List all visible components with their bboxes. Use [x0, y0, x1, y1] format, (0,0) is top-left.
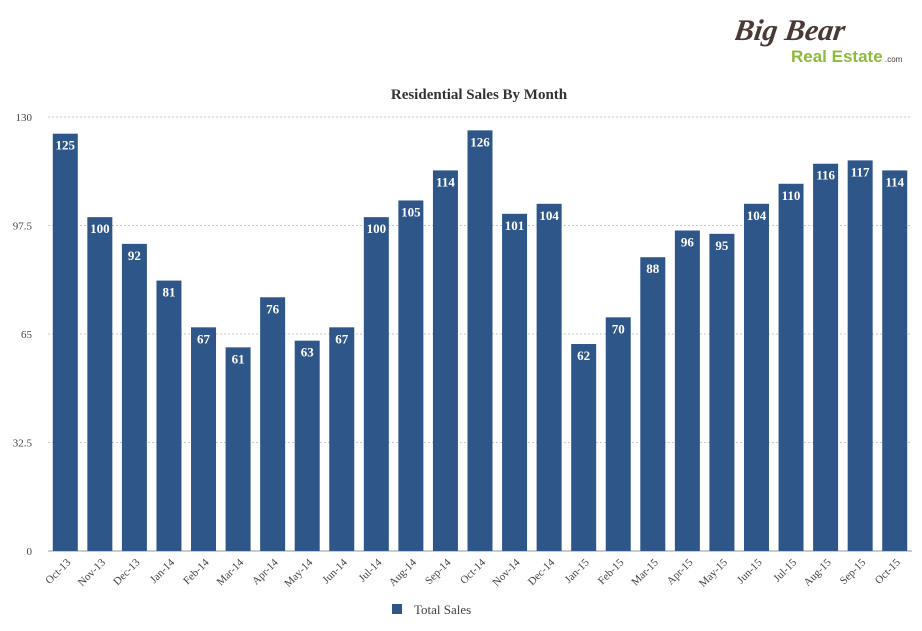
bar: [813, 163, 839, 551]
bar: [778, 183, 804, 551]
data-label: 67: [197, 331, 211, 346]
bar: [260, 297, 286, 551]
bar: [156, 280, 182, 551]
bar: [502, 213, 528, 552]
logo-suffix: .com: [885, 55, 903, 64]
x-tick-label: Dec-13: [111, 556, 143, 588]
y-tick-label: 97.5: [13, 221, 33, 233]
data-label: 76: [266, 301, 280, 316]
x-tick-label: Feb-14: [181, 556, 212, 587]
bar: [847, 160, 873, 551]
data-label: 63: [301, 345, 315, 360]
x-tick-label: Apr-14: [250, 556, 281, 587]
bar: [52, 133, 78, 551]
data-label: 110: [782, 188, 801, 203]
x-tick-label: Sep-14: [423, 556, 454, 587]
x-tick-label: Dec-14: [526, 556, 558, 588]
x-tick-label: Apr-15: [665, 556, 696, 587]
x-tick-label: Mar-14: [215, 556, 247, 588]
bar: [398, 200, 424, 551]
bar: [467, 130, 493, 551]
data-label: 92: [128, 248, 141, 263]
bar: [709, 233, 735, 551]
x-tick-label: Oct-15: [873, 556, 903, 586]
x-tick-label: Aug-15: [801, 556, 834, 589]
bar: [329, 327, 355, 551]
data-label: 125: [56, 138, 76, 153]
data-label: 126: [470, 134, 490, 149]
bar: [674, 230, 700, 551]
x-tick-label: Jan-14: [148, 556, 178, 586]
legend-label-total-sales: Total Sales: [414, 602, 471, 617]
data-label: 114: [436, 174, 455, 189]
data-label: 100: [367, 221, 387, 236]
y-tick-label: 65: [21, 329, 33, 341]
y-tick-label: 0: [27, 546, 33, 558]
y-tick-label: 130: [16, 112, 33, 124]
data-label: 100: [90, 221, 110, 236]
data-label: 104: [539, 208, 559, 223]
data-label: 61: [232, 351, 245, 366]
x-tick-label: Oct-13: [43, 556, 73, 586]
data-label: 104: [747, 208, 767, 223]
logo-line2: Real Estate: [791, 47, 883, 66]
bar: [294, 340, 320, 551]
data-label: 96: [681, 235, 695, 250]
big-bear-real-estate-logo: Big Bear Real Estate .com: [735, 13, 903, 66]
data-label: 114: [885, 174, 904, 189]
x-axis-ticks: Oct-13 Nov-13 Dec-13 Jan-14 Feb-14 Mar-14 Apr-…: [43, 556, 903, 589]
data-label: 70: [612, 321, 625, 336]
bar: [640, 257, 666, 551]
legend-swatch-total-sales: [392, 604, 402, 614]
x-tick-label: May-14: [282, 556, 315, 589]
bar: [191, 327, 217, 551]
y-tick-label: 32.5: [13, 438, 33, 450]
bar: [121, 243, 147, 551]
x-tick-label: Feb-15: [596, 556, 627, 587]
x-tick-label: Jul-15: [771, 556, 799, 584]
bar: [605, 317, 631, 551]
data-label: 105: [401, 204, 421, 219]
bar: [225, 347, 251, 551]
logo-line1: Big Bear: [735, 13, 848, 47]
x-tick-label: Jan-15: [563, 556, 593, 586]
x-tick-label: Jun-14: [320, 556, 350, 586]
data-label: 67: [335, 331, 349, 346]
x-tick-label: Sep-15: [838, 556, 869, 587]
data-label: 116: [816, 168, 835, 183]
x-tick-label: Oct-14: [458, 556, 488, 586]
bar: [432, 170, 458, 551]
x-tick-label: Nov-13: [76, 556, 109, 589]
bar: [363, 217, 389, 551]
x-tick-label: Aug-14: [387, 556, 420, 589]
bar: [571, 344, 597, 551]
bar: [882, 170, 908, 551]
data-label: 81: [162, 285, 175, 300]
legend: Total Sales: [392, 602, 471, 617]
bar: [536, 203, 562, 552]
data-label: 88: [646, 261, 660, 276]
x-tick-label: Jul-14: [357, 556, 385, 584]
data-label: 101: [505, 218, 525, 233]
data-label: 95: [715, 238, 729, 253]
x-tick-label: Mar-15: [629, 556, 661, 588]
bar: [743, 203, 769, 552]
y-axis-ticks: 0 32.5 65 97.5 130: [13, 112, 33, 558]
x-tick-label: May-15: [697, 556, 730, 589]
bar: [87, 217, 113, 551]
bars: 125 100 92 81 67 61 76 63 67 100 105 114 126 101 104 62…: [52, 130, 908, 552]
x-tick-label: Nov-14: [490, 556, 523, 589]
data-label: 62: [577, 348, 590, 363]
x-tick-label: Jun-15: [735, 556, 765, 586]
data-label: 117: [851, 164, 870, 179]
chart-title: Residential Sales By Month: [391, 87, 568, 103]
